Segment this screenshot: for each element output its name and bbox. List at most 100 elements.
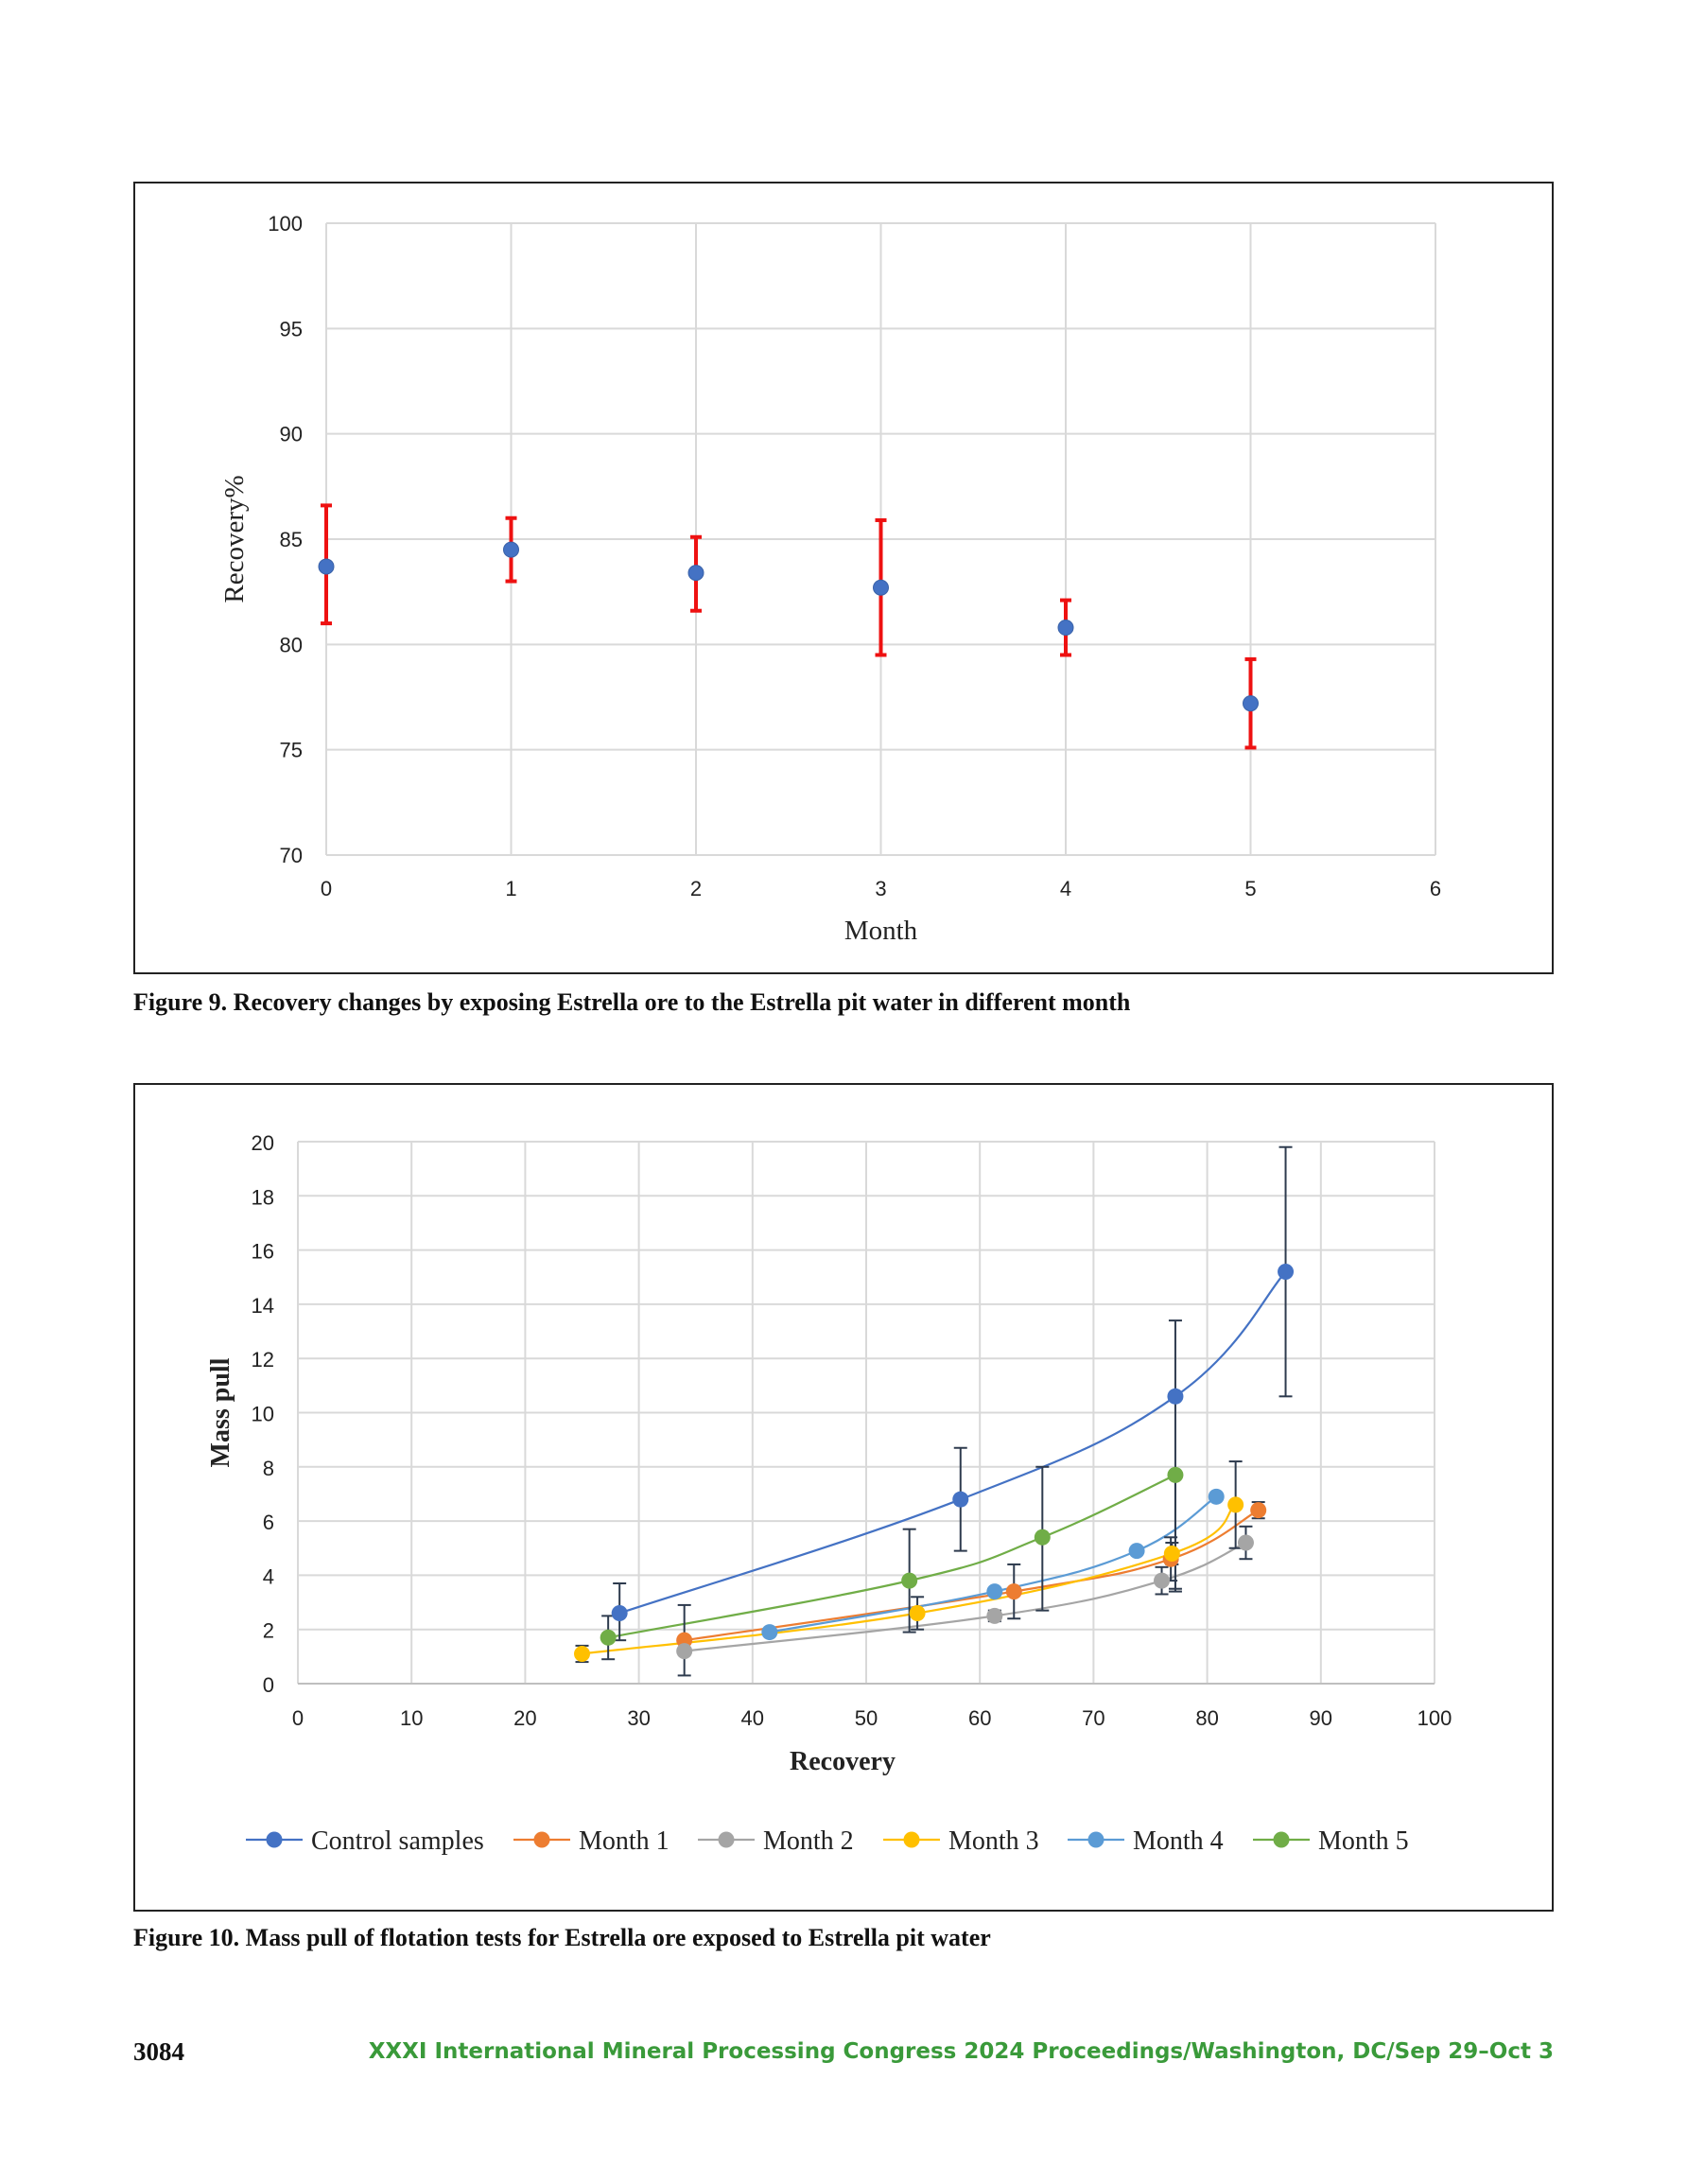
x-tick-label: 1 (505, 877, 516, 900)
figure-9-frame: 70 75 80 85 90 95 100 0 1 2 3 4 5 6 Month Recovery% (133, 182, 1554, 974)
legend-marker (1087, 1831, 1104, 1848)
series-line (582, 1504, 1237, 1655)
legend-item: Month 2 (698, 1826, 854, 1856)
x-tick-label: 0 (321, 877, 332, 900)
y-tick-label: 14 (252, 1294, 274, 1318)
legend-item: Month 4 (1068, 1826, 1224, 1856)
plot-area: 70 75 80 85 90 95 100 0 1 2 3 4 5 6 Month Recovery% (219, 212, 1441, 946)
figure-10-caption: Figure 10. Mass pull of flotation tests … (133, 1924, 991, 1951)
plot-area: 0 2 4 6 8 10 12 14 16 18 20 0 10 20 30 40 50 60 70 80 90 100 R… (206, 1131, 1452, 1776)
legend-marker (903, 1831, 920, 1848)
x-tick-label: 5 (1244, 877, 1256, 900)
figure-9-caption: Figure 9. Recovery changes by exposing E… (133, 988, 1131, 1016)
legend-marker (718, 1831, 735, 1848)
legend-label: Month 3 (948, 1826, 1039, 1856)
y-tick-label: 80 (280, 633, 303, 656)
y-tick-label: 8 (263, 1457, 274, 1480)
legend-label: Control samples (311, 1826, 484, 1856)
x-tick-label: 3 (875, 877, 886, 900)
data-point (1243, 695, 1259, 712)
legend-item: Month 3 (883, 1826, 1039, 1856)
data-point (1057, 620, 1074, 637)
x-tick-label: 50 (855, 1706, 878, 1730)
x-tick-label: 4 (1060, 877, 1071, 900)
series-line (684, 1542, 1246, 1652)
recovery-chart: 70 75 80 85 90 95 100 0 1 2 3 4 5 6 Month Recovery% (219, 212, 1441, 946)
data-point (1167, 1388, 1184, 1405)
x-tick-label: 80 (1195, 1706, 1218, 1730)
data-point (611, 1605, 628, 1622)
data-point (873, 579, 889, 596)
figure-10-frame: 0 2 4 6 8 10 12 14 16 18 20 0 10 20 30 40 50 60 70 80 90 100 R… (133, 1083, 1554, 1912)
y-tick-label: 90 (280, 423, 303, 446)
legend-label: Month 5 (1318, 1826, 1409, 1856)
x-tick-label: 0 (292, 1706, 304, 1730)
y-tick-label: 100 (268, 212, 303, 236)
data-point (600, 1629, 617, 1646)
data-point (503, 541, 519, 558)
y-tick-label: 95 (280, 317, 303, 341)
x-axis-title: Recovery (790, 1747, 896, 1776)
data-point (1237, 1534, 1254, 1551)
x-axis-title: Month (844, 916, 918, 946)
legend-marker (1273, 1831, 1290, 1848)
y-tick-label: 16 (252, 1240, 274, 1264)
page-number: 3084 (133, 2037, 184, 2066)
x-tick-label: 90 (1310, 1706, 1332, 1730)
legend-marker (266, 1831, 283, 1848)
conference-footer: XXXI International Mineral Processing Co… (368, 2039, 1554, 2064)
data-point (676, 1643, 693, 1660)
legend-marker (533, 1831, 550, 1848)
data-point (1278, 1264, 1295, 1281)
y-tick-label: 10 (252, 1403, 274, 1426)
data-point (1227, 1496, 1244, 1513)
data-point (952, 1491, 969, 1508)
y-tick-label: 70 (280, 844, 303, 867)
data-point (986, 1583, 1003, 1600)
y-tick-label: 18 (252, 1185, 274, 1209)
x-tick-label: 100 (1417, 1706, 1452, 1730)
x-tick-label: 20 (513, 1706, 536, 1730)
legend-label: Month 1 (579, 1826, 670, 1856)
y-tick-label: 4 (263, 1564, 274, 1588)
x-tick-label: 70 (1082, 1706, 1104, 1730)
data-point (318, 558, 335, 575)
x-tick-label: 2 (690, 877, 702, 900)
data-point (1154, 1572, 1171, 1589)
y-tick-label: 20 (252, 1131, 274, 1155)
y-axis-title: Recovery% (219, 475, 250, 603)
data-point (1250, 1502, 1267, 1519)
data-point (1208, 1488, 1225, 1505)
x-tick-label: 60 (968, 1706, 991, 1730)
data-point (1167, 1466, 1184, 1483)
data-point (1128, 1543, 1145, 1560)
y-tick-label: 6 (263, 1511, 274, 1534)
series-line (607, 1474, 1176, 1639)
data-point (909, 1605, 926, 1622)
series-line (618, 1270, 1287, 1615)
legend-label: Month 2 (763, 1826, 854, 1856)
data-point (574, 1645, 590, 1662)
legend-item: Month 5 (1253, 1826, 1409, 1856)
data-point (1163, 1545, 1180, 1562)
legend-label: Month 4 (1133, 1826, 1224, 1856)
data-point (1034, 1529, 1051, 1546)
x-tick-label: 10 (400, 1706, 423, 1730)
data-point (901, 1572, 918, 1589)
x-tick-label: 6 (1430, 877, 1441, 900)
y-axis-title: Mass pull (206, 1357, 235, 1467)
series-line (769, 1495, 1217, 1634)
data-point (687, 565, 704, 582)
y-tick-label: 12 (252, 1348, 274, 1372)
data-point (986, 1607, 1003, 1624)
data-point (1005, 1583, 1022, 1600)
legend: Control samples Month 1 Month 2 Month 3 Mont… (246, 1826, 1409, 1856)
x-tick-label: 30 (627, 1706, 650, 1730)
mass-pull-chart: 0 2 4 6 8 10 12 14 16 18 20 0 10 20 30 40 50 60 70 80 90 100 R… (206, 1131, 1452, 1856)
y-tick-label: 75 (280, 739, 303, 762)
legend-item: Month 1 (513, 1826, 670, 1856)
legend-item: Control samples (246, 1826, 484, 1856)
y-tick-label: 0 (263, 1673, 274, 1697)
y-tick-label: 2 (263, 1619, 274, 1643)
y-tick-label: 85 (280, 528, 303, 551)
